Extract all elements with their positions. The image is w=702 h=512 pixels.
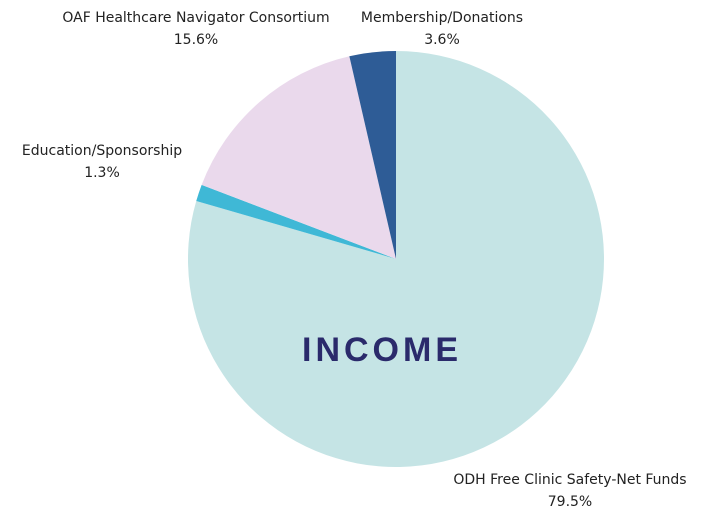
- pie-slice: [349, 51, 396, 259]
- center-label: INCOME: [302, 331, 462, 369]
- slice-label: Membership/Donations: [361, 10, 523, 26]
- slice-label: OAF Healthcare Navigator Consortium: [62, 10, 329, 26]
- pie-slice: [201, 56, 396, 259]
- slice-value-label: 3.6%: [424, 32, 460, 48]
- pie: [188, 51, 605, 467]
- slice-label: ODH Free Clinic Safety-Net Funds: [453, 472, 686, 488]
- slice-value-label: 1.3%: [84, 165, 120, 181]
- pie-slice: [196, 184, 396, 259]
- slice-label: Education/Sponsorship: [22, 143, 182, 159]
- slice-value-label: 15.6%: [174, 32, 218, 48]
- slice-value-label: 79.5%: [548, 494, 592, 510]
